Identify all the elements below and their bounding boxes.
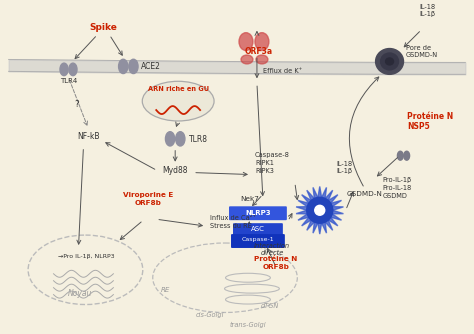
Ellipse shape	[239, 33, 253, 50]
Text: NF-kB: NF-kB	[77, 132, 100, 141]
Polygon shape	[301, 195, 311, 203]
Text: Protéine N
ORF8b: Protéine N ORF8b	[254, 256, 298, 270]
Text: GSDMD-N: GSDMD-N	[346, 191, 383, 197]
Text: TLR4: TLR4	[60, 78, 77, 84]
FancyBboxPatch shape	[233, 223, 283, 237]
Text: Spike: Spike	[90, 23, 118, 32]
Polygon shape	[313, 187, 318, 198]
Polygon shape	[325, 190, 333, 200]
Text: Influx de Ca²⁺
Stress du RE: Influx de Ca²⁺ Stress du RE	[210, 215, 256, 229]
Text: Efflux de K⁺: Efflux de K⁺	[263, 68, 302, 74]
FancyBboxPatch shape	[231, 234, 285, 248]
Circle shape	[307, 197, 333, 223]
Polygon shape	[313, 222, 318, 233]
Text: ?: ?	[74, 100, 79, 109]
Ellipse shape	[118, 59, 128, 73]
Ellipse shape	[69, 63, 77, 75]
Text: cis-Golgi: cis-Golgi	[196, 312, 224, 318]
Text: NLRP3: NLRP3	[245, 210, 271, 216]
Text: Myd88: Myd88	[163, 166, 188, 175]
Polygon shape	[325, 220, 333, 230]
FancyBboxPatch shape	[229, 206, 287, 220]
Text: Interaction
directe: Interaction directe	[254, 243, 290, 256]
Ellipse shape	[129, 59, 138, 73]
Text: Noyau: Noyau	[68, 289, 92, 298]
Ellipse shape	[165, 132, 175, 146]
Polygon shape	[321, 187, 327, 198]
Text: ARN riche en GU: ARN riche en GU	[147, 86, 209, 92]
Polygon shape	[318, 186, 321, 197]
Text: TLR8: TLR8	[189, 135, 208, 144]
Polygon shape	[331, 214, 342, 220]
Text: Nek7: Nek7	[240, 196, 259, 202]
Polygon shape	[332, 210, 344, 214]
Text: →Pro IL-1β, NLRP3: →Pro IL-1β, NLRP3	[57, 254, 114, 259]
Text: IL-18
IL-1β: IL-18 IL-1β	[337, 161, 353, 174]
Text: IL-18
IL-1β: IL-18 IL-1β	[419, 4, 436, 17]
Text: Pore de
GSDMD-N: Pore de GSDMD-N	[405, 45, 438, 58]
Text: RE: RE	[161, 287, 170, 293]
Text: ORF3a: ORF3a	[245, 46, 273, 55]
Polygon shape	[307, 190, 314, 200]
Polygon shape	[296, 210, 307, 214]
Polygon shape	[331, 200, 342, 207]
Text: Pro-IL-1β
Pro-IL-18
GSDMD: Pro-IL-1β Pro-IL-18 GSDMD	[383, 177, 412, 199]
Ellipse shape	[381, 53, 399, 70]
Polygon shape	[307, 220, 314, 230]
Text: Protéine N
NSP5: Protéine N NSP5	[408, 112, 454, 131]
Ellipse shape	[375, 48, 403, 74]
Ellipse shape	[256, 55, 268, 64]
Polygon shape	[301, 217, 311, 226]
Ellipse shape	[397, 151, 403, 160]
Polygon shape	[296, 207, 307, 210]
Text: dTGN: dTGN	[261, 303, 279, 309]
Text: Caspase-8
RIPK1
RIPK3: Caspase-8 RIPK1 RIPK3	[255, 152, 290, 174]
Ellipse shape	[176, 132, 185, 146]
Text: Caspase-1: Caspase-1	[242, 237, 274, 242]
Ellipse shape	[241, 55, 253, 64]
Polygon shape	[332, 207, 344, 210]
Circle shape	[315, 205, 325, 215]
Polygon shape	[328, 217, 338, 226]
Polygon shape	[298, 214, 309, 220]
Ellipse shape	[60, 63, 68, 75]
Polygon shape	[321, 222, 327, 233]
Text: trans-Golgi: trans-Golgi	[230, 322, 266, 328]
Ellipse shape	[404, 151, 410, 160]
Text: ASC: ASC	[251, 226, 265, 232]
Polygon shape	[298, 200, 309, 207]
Text: Viroporine E
ORF8b: Viroporine E ORF8b	[123, 192, 173, 206]
Polygon shape	[318, 223, 321, 234]
Polygon shape	[328, 195, 338, 203]
Text: ACE2: ACE2	[141, 62, 161, 71]
Ellipse shape	[142, 81, 214, 121]
Ellipse shape	[255, 33, 269, 50]
Ellipse shape	[385, 58, 393, 65]
